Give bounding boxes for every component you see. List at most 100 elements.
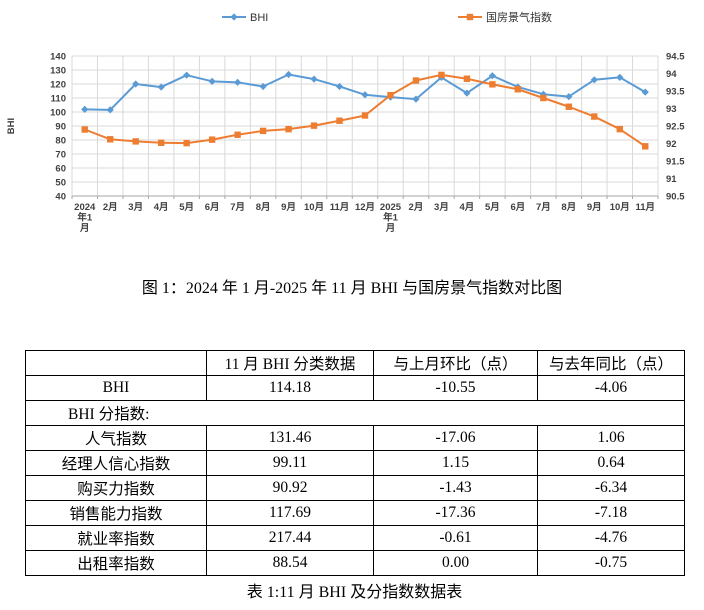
- header-cell-yoy: 与去年同比（点）: [537, 350, 685, 376]
- bhi-marker: [361, 91, 369, 99]
- right-axis-label: 90.5: [666, 192, 685, 203]
- row-value: 131.46: [206, 425, 374, 451]
- x-axis-label: 6月: [205, 202, 220, 213]
- x-axis-label: 2月: [409, 202, 424, 213]
- bhi-marker: [208, 77, 216, 85]
- right-axis-label: 91: [666, 174, 677, 185]
- index-line: [84, 73, 646, 148]
- row-yoy: -4.76: [537, 525, 685, 551]
- header-cell-value: 11 月 BHI 分类数据: [206, 350, 374, 376]
- left-axis-label: 80: [55, 136, 66, 147]
- table-row-rental-rate: 出租率指数 88.54 0.00 -0.75: [25, 550, 685, 576]
- bhi-marker: [284, 70, 293, 79]
- row-mom: -17.06: [373, 425, 538, 451]
- row-mom: -0.61: [373, 525, 538, 551]
- table-header-row: 11 月 BHI 分类数据 与上月环比（点） 与去年同比（点）: [25, 350, 685, 376]
- bhi-marker: [412, 95, 420, 103]
- row-yoy: -7.18: [537, 500, 685, 526]
- x-axis-label: 6月: [510, 202, 525, 213]
- left-axis-label: 120: [50, 80, 66, 91]
- x-axis-label: 5月: [485, 202, 500, 213]
- bhi-marker: [335, 82, 344, 91]
- table-section-row: BHI 分指数:: [25, 400, 685, 426]
- x-axis-label: 8月: [256, 202, 271, 213]
- bhi-marker: [565, 93, 573, 101]
- index-marker: [107, 136, 114, 143]
- x-axis-labels: 2024 年1 月 2月 3月 4月 5月 6月 7月 8月 9月 10月 11月 12月 2025 年1 月 2…: [74, 202, 655, 234]
- y-axis-title: BHI: [6, 118, 17, 134]
- left-axis-label: 130: [50, 66, 66, 77]
- x-axis-label: 11月: [635, 202, 655, 213]
- row-label: 人气指数: [25, 425, 207, 451]
- x-axis-label: 10月: [304, 202, 324, 213]
- table-row-bhi: BHI 114.18 -10.55 -4.06: [25, 375, 685, 401]
- row-value: 114.18: [206, 375, 374, 401]
- right-axis-label: 92: [666, 139, 677, 150]
- legend-label-index: 国房景气指数: [486, 10, 552, 24]
- x-axis-label: 7月: [230, 202, 245, 213]
- left-axis-labels: 40 50 60 70 80 90 100 110 120 130 140: [50, 52, 66, 203]
- figure-caption: 图 1：2024 年 1 月-2025 年 11 月 BHI 与国房景气指数对比…: [141, 280, 563, 297]
- x-axis-label: 9月: [281, 202, 296, 213]
- index-marker: [183, 139, 190, 147]
- index-marker: [336, 117, 343, 124]
- bhi-subindex-table: 11 月 BHI 分类数据 与上月环比（点） 与去年同比（点） BHI 114.…: [25, 350, 685, 576]
- bhi-marker: [81, 105, 89, 113]
- index-marker: [438, 71, 445, 79]
- index-marker: [259, 127, 267, 135]
- row-label: 购买力指数: [25, 475, 207, 501]
- legend-label-bhi: BHI: [250, 12, 268, 24]
- index-series: [81, 71, 649, 150]
- bhi-marker: [463, 89, 471, 97]
- x-axis-label: 11月: [330, 202, 350, 213]
- left-axis-label: 140: [50, 52, 66, 63]
- row-label: 经理人信心指数: [25, 450, 207, 476]
- row-value: 90.92: [206, 475, 374, 501]
- row-yoy: 0.64: [537, 450, 685, 476]
- x-axis-label: 2月: [103, 202, 118, 213]
- row-value: 117.69: [206, 500, 374, 526]
- row-yoy: -0.75: [537, 550, 685, 576]
- row-mom: -10.55: [373, 375, 538, 401]
- x-axis-label: 3月: [434, 202, 449, 213]
- right-axis-label: 93.5: [666, 87, 685, 98]
- table-row-purchasing-power: 购买力指数 90.92 -1.43 -6.34: [25, 475, 685, 501]
- row-value: 99.11: [206, 450, 374, 476]
- row-mom: -1.43: [373, 475, 538, 501]
- index-marker: [412, 77, 420, 84]
- table-caption: 表 1:11 月 BHI 及分指数数据表: [246, 584, 463, 601]
- row-yoy: -4.06: [537, 375, 685, 401]
- bhi-marker: [590, 76, 598, 84]
- right-axis-label: 92.5: [666, 122, 685, 133]
- index-marker: [285, 125, 292, 133]
- left-axis-label: 100: [50, 108, 66, 119]
- row-yoy: 1.06: [537, 425, 685, 451]
- index-marker: [234, 131, 241, 138]
- x-axis-label: 10月: [610, 202, 630, 213]
- index-marker: [208, 136, 216, 143]
- x-axis-label: 3月: [128, 202, 143, 213]
- legend-marker: [466, 13, 474, 21]
- bhi-comparison-chart-svg: 40506070809010011012013014090.59191.5929…: [6, 10, 685, 234]
- left-axis-label: 60: [55, 164, 66, 175]
- row-label: 就业率指数: [25, 525, 207, 551]
- row-value: 88.54: [206, 550, 374, 576]
- bhi-marker: [106, 106, 114, 114]
- right-axis-label: 94.5: [666, 52, 685, 63]
- bhi-marker: [183, 71, 191, 79]
- bhi-marker: [157, 83, 165, 91]
- table-row-manager-confidence: 经理人信心指数 99.11 1.15 0.64: [25, 450, 685, 476]
- index-marker: [463, 75, 471, 82]
- x-axis: [71, 195, 659, 199]
- right-axis-labels: 90.5 91 91.5 92 92.5 93 93.5 94 94.5: [666, 52, 685, 203]
- index-marker: [642, 143, 649, 150]
- row-label: BHI: [25, 375, 207, 401]
- bhi-marker: [616, 73, 624, 81]
- header-cell-blank: [25, 350, 207, 376]
- row-value: 217.44: [206, 525, 374, 551]
- bhi-series: [81, 70, 649, 114]
- left-axis-label: 110: [51, 94, 66, 105]
- header-cell-mom: 与上月环比（点）: [373, 350, 538, 376]
- bhi-marker: [259, 82, 267, 91]
